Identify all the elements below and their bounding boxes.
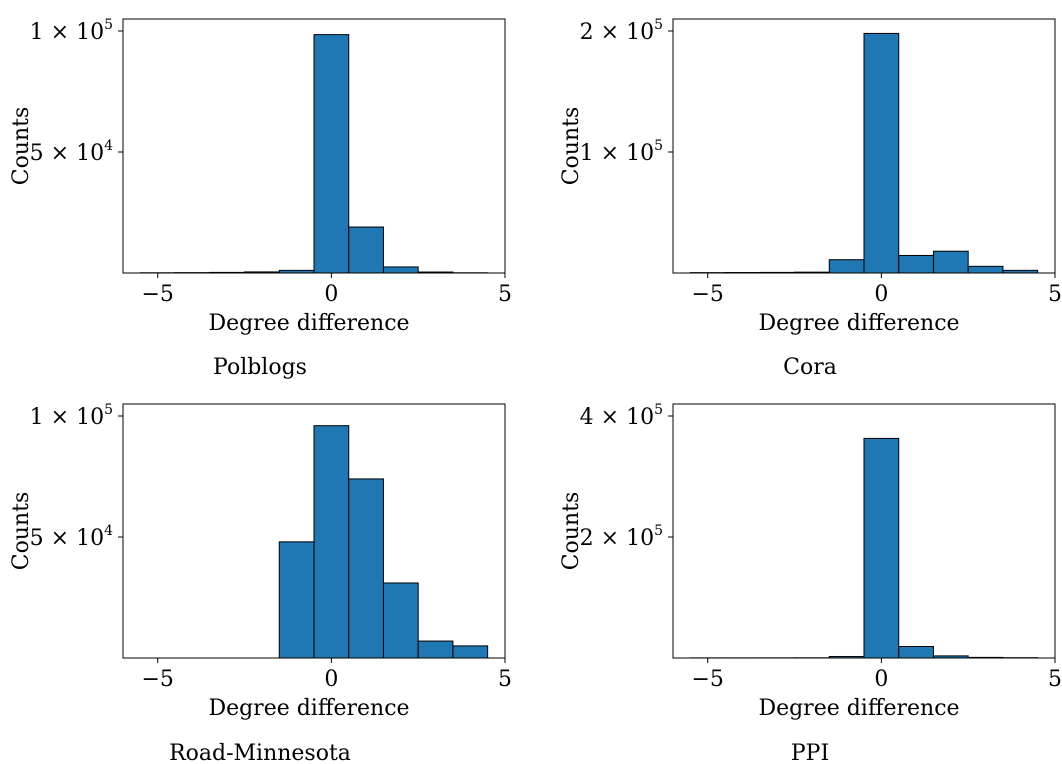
x-tick-label: 5 [1048, 667, 1062, 692]
y-tick-label: 1 × 105 [30, 402, 113, 430]
histogram-bar [828, 259, 865, 274]
histogram-bar [348, 226, 384, 274]
histogram-bar [967, 265, 1004, 274]
histogram-bar [382, 266, 419, 274]
histogram-bar [313, 425, 350, 659]
y-tick-label: 4 × 105 [580, 402, 663, 430]
y-axis-label: Counts [9, 492, 34, 571]
histogram-panel: −5 0 5 5 × 104 1 × 105 Degree difference Count… [9, 17, 512, 380]
histogram-panel: −5 0 5 2 × 105 4 × 105 Degree difference Count… [559, 402, 1062, 764]
y-axis-label: Counts [9, 107, 34, 186]
x-tick-label: 0 [874, 667, 888, 692]
axes-frame [122, 403, 506, 659]
x-tick-label: −5 [142, 667, 174, 692]
histogram-bar [863, 437, 900, 659]
panel-caption: Polblogs [213, 355, 307, 380]
x-axis-label: Degree difference [208, 696, 409, 721]
y-tick-label: 5 × 104 [30, 138, 113, 166]
x-tick-label: 0 [874, 282, 888, 307]
y-tick-label: 5 × 104 [30, 523, 113, 551]
panel-caption: Road-Minnesota [169, 741, 351, 764]
x-tick-label: −5 [692, 667, 724, 692]
histogram-bar [863, 32, 900, 274]
y-axis-label: Counts [559, 107, 584, 186]
panel-caption: PPI [791, 741, 829, 764]
x-tick-label: 0 [324, 282, 338, 307]
histogram-bar [932, 250, 969, 274]
histogram-bar [313, 34, 350, 274]
x-axis-label: Degree difference [208, 311, 409, 336]
panel-caption: Cora [783, 355, 837, 380]
x-tick-label: 5 [498, 667, 512, 692]
axes-frame [122, 18, 506, 274]
x-tick-label: −5 [692, 282, 724, 307]
histogram-panel: −5 0 5 5 × 104 1 × 105 Degree difference Count… [9, 402, 512, 764]
histogram-bar [452, 645, 489, 659]
histogram-bar [898, 254, 934, 274]
histogram-bar [348, 478, 384, 659]
histogram-bar [417, 640, 454, 659]
x-tick-label: −5 [142, 282, 174, 307]
x-axis-label: Degree difference [758, 311, 959, 336]
histogram-bar [382, 582, 419, 659]
x-tick-label: 5 [1048, 282, 1062, 307]
y-tick-label: 1 × 105 [30, 17, 113, 45]
x-axis-label: Degree difference [758, 696, 959, 721]
y-axis-label: Counts [559, 492, 584, 571]
x-tick-label: 5 [498, 282, 512, 307]
x-tick-label: 0 [324, 667, 338, 692]
y-tick-label: 2 × 105 [580, 17, 663, 45]
axes-frame [672, 18, 1056, 274]
y-tick-label: 2 × 105 [580, 523, 663, 551]
y-tick-label: 1 × 105 [580, 138, 663, 166]
histogram-bar [898, 646, 934, 659]
histogram-panel: −5 0 5 1 × 105 2 × 105 Degree difference Count… [559, 17, 1062, 380]
histogram-bar [278, 541, 315, 659]
axes-frame [672, 403, 1056, 659]
